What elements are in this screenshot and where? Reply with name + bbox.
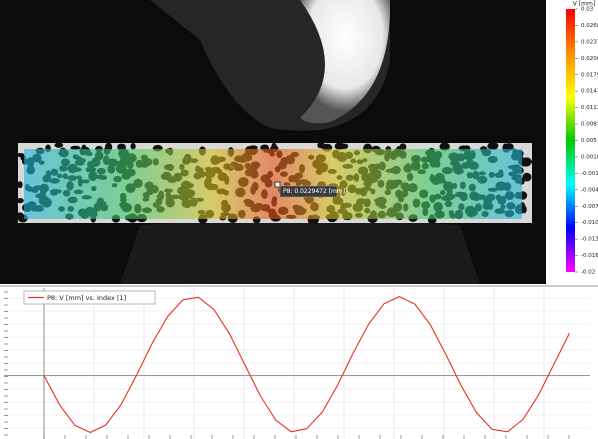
probe-point[interactable]	[275, 182, 280, 187]
colorbar-tick-label: 0.03	[581, 7, 594, 13]
legend-label: P8: V [mm] vs. Index [1]	[47, 294, 126, 302]
colorbar	[566, 9, 575, 272]
colorbar-tick-label: -0.01375	[581, 237, 598, 243]
colorbar-tick-label: 0.0175	[581, 72, 598, 78]
colorbar-tick-label: 0.008125	[581, 122, 598, 128]
strain-overlay	[24, 149, 522, 219]
speckle-dot	[54, 142, 63, 147]
colorbar-tick-label: 0.02375	[581, 39, 598, 45]
colorbar-tick-label: 0.005	[581, 138, 597, 144]
speckle-dot	[317, 142, 324, 149]
plot	[4, 288, 590, 439]
screen: P8: 0.0229472 [mm] V [mm] P8: V [mm] vs.…	[0, 0, 598, 439]
colorbar-tick-label: -0.00125	[581, 171, 598, 177]
colorbar-tick-label: 0.014375	[581, 89, 598, 95]
speckle-dot	[17, 181, 22, 188]
colorbar-tick-label: -0.0075	[581, 204, 598, 210]
colorbar-tick-label: -0.016875	[581, 253, 598, 259]
speckle-dot	[16, 198, 23, 203]
speckle-dot	[340, 143, 348, 149]
lower-grip	[120, 220, 480, 284]
speckle-dot	[487, 144, 497, 149]
colorbar-tick-label: -0.010625	[581, 220, 598, 226]
speckle-dot	[130, 143, 135, 149]
colorbar-tick-label: -0.02	[581, 270, 595, 276]
colorbar-tick-label: 0.020625	[581, 56, 598, 62]
colorbar-tick-label: 0.001875	[581, 154, 598, 160]
colorbar-tick-label: 0.01125	[581, 105, 598, 111]
page: P8: 0.0229472 [mm] V [mm] P8: V [mm] vs.…	[0, 0, 598, 439]
colorbar-tick-label: 0.026875	[581, 23, 598, 29]
series-line	[44, 297, 569, 433]
probe-label: P8: 0.0229472 [mm]	[283, 188, 345, 195]
colorbar-tick-label: -0.004375	[581, 187, 598, 193]
